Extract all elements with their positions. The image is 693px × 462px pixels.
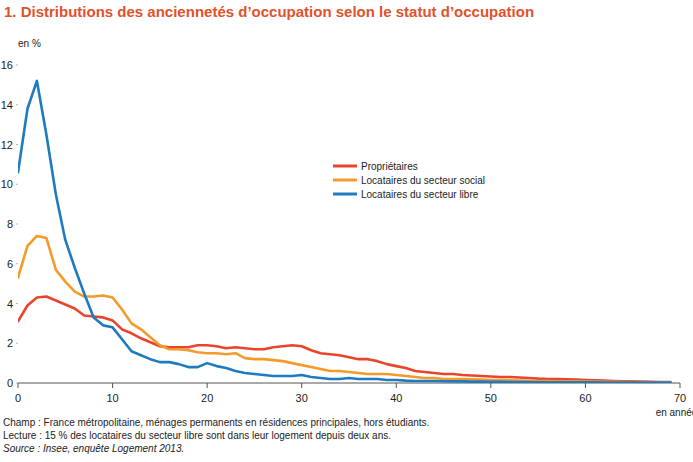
y-tick-label: 8 [7,218,13,230]
x-tick [18,383,19,388]
note: Champ : France métropolitaine, ménages p… [3,417,429,428]
plot-area [18,81,671,383]
x-tick-label: 30 [296,392,308,404]
y-tick [16,65,18,66]
series-line [18,297,671,382]
x-tick-label: 60 [579,392,591,404]
y-tick-label: 4 [7,298,13,310]
x-tick-label: 40 [390,392,402,404]
y-tick-label: 2 [7,337,13,349]
legend-swatch [333,179,357,182]
x-tick [396,383,397,388]
series-line [18,236,671,382]
y-tick-label: 12 [1,139,13,151]
x-tick-label: 10 [106,392,118,404]
series-line [18,81,671,383]
x-tick-label: 50 [485,392,497,404]
legend-swatch [333,193,357,196]
title: 1. Distributions des anciennetés d’occup… [4,3,534,20]
x-tick [490,383,491,388]
y-tick-label: 16 [1,59,13,71]
x-tick [112,383,113,388]
legend-label: Propriétaires [361,161,418,172]
y-tick [16,184,18,185]
y-tick-label: 6 [7,258,13,270]
y-tick [16,343,18,344]
note: Source : Insee, enquête Logement 2013. [3,443,184,454]
y-tick [16,144,18,145]
y-tick [16,224,18,225]
legend-swatch [333,165,357,168]
y-tick-label: 0 [7,377,13,389]
x-tick-label: 20 [201,392,213,404]
y-tick-label: 10 [1,178,13,190]
x-axis-label: en années [656,407,693,418]
y-tick [16,303,18,304]
x-tick [301,383,302,388]
x-tick [585,383,586,388]
chart: 1. Distributions des anciennetés d’occup… [0,0,693,462]
x-tick [207,383,208,388]
y-axis-label: en % [18,38,41,49]
legend-label: Locataires du secteur social [361,175,485,186]
legend: Propriétaires Locataires du secteur socia… [333,161,485,200]
note: Lecture : 15 % des locataires du secteur… [3,430,391,441]
y-tick-label: 14 [1,99,13,111]
x-tick-label: 70 [674,392,686,404]
legend-label: Locataires du secteur libre [361,189,479,200]
y-tick [16,263,18,264]
x-tick [680,383,681,388]
y-tick [16,104,18,105]
x-tick-label: 0 [15,392,21,404]
